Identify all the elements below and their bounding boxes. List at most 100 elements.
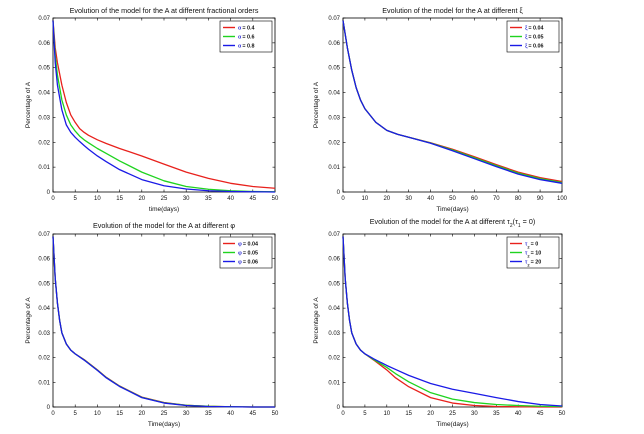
chart-title: Evolution of the model for the A at diff… [70, 6, 259, 15]
x-tick-label: 40 [515, 411, 522, 417]
y-tick-label: 0.06 [38, 257, 50, 263]
series-line-3 [342, 20, 563, 184]
x-axis-label: Time(days) [436, 421, 468, 428]
x-tick-label: 60 [471, 196, 478, 202]
x-tick-label: 0 [51, 196, 55, 202]
x-axis-label: time(days) [149, 206, 179, 213]
x-tick-label: 0 [51, 411, 55, 417]
chart-title: Evolution of the model for the A at diff… [382, 6, 523, 15]
y-tick-label: 0 [337, 405, 341, 411]
x-tick-label: 40 [427, 196, 434, 202]
y-tick-label: 0.02 [328, 356, 340, 362]
y-tick-label: 0.02 [38, 356, 50, 362]
x-tick-label: 15 [116, 411, 123, 417]
legend-entry-3: ξ= 0.06 [525, 44, 544, 50]
x-tick-label: 0 [341, 196, 345, 202]
x-tick-label: 30 [183, 411, 190, 417]
x-tick-label: 30 [471, 411, 478, 417]
x-tick-label: 25 [449, 411, 456, 417]
x-tick-label: 30 [405, 196, 412, 202]
x-axis-label: Time(days) [436, 206, 468, 213]
y-axis-label: Percentage of A [25, 81, 32, 128]
y-tick-label: 0.01 [38, 165, 50, 171]
x-tick-label: 15 [405, 411, 412, 417]
y-tick-label: 0.04 [38, 306, 50, 312]
x-tick-label: 90 [537, 196, 544, 202]
chart-panel-4: Evolution of the model for the A at diff… [313, 217, 566, 428]
x-tick-label: 40 [227, 411, 234, 417]
legend-entry-1: φ= 0.04 [238, 242, 258, 248]
y-tick-label: 0.03 [328, 331, 340, 337]
y-tick-label: 0.06 [328, 257, 340, 263]
y-tick-label: 0.02 [328, 140, 340, 146]
x-tick-label: 35 [493, 411, 500, 417]
x-tick-label: 50 [559, 411, 566, 417]
series-line-3 [52, 236, 275, 408]
x-tick-label: 25 [161, 411, 168, 417]
x-tick-label: 10 [94, 411, 101, 417]
y-tick-label: 0.01 [328, 165, 340, 171]
y-tick-label: 0.07 [328, 16, 340, 22]
y-tick-label: 0.02 [38, 140, 50, 146]
legend-entry-1: α= 0.4 [238, 26, 254, 32]
x-tick-label: 25 [161, 196, 168, 202]
x-tick-label: 45 [249, 411, 256, 417]
y-tick-label: 0.03 [38, 115, 50, 121]
x-tick-label: 20 [138, 411, 145, 417]
x-tick-label: 5 [74, 411, 78, 417]
x-tick-label: 5 [363, 411, 367, 417]
x-tick-label: 30 [183, 196, 190, 202]
x-tick-label: 10 [94, 196, 101, 202]
y-tick-label: 0.04 [328, 306, 340, 312]
chart-title: Evolution of the model for the A at diff… [370, 217, 536, 229]
legend-entry-1: τ2= 0 [525, 242, 538, 250]
chart-panel-2: Evolution of the model for the A at diff… [313, 6, 568, 213]
x-tick-label: 20 [138, 196, 145, 202]
y-axis-label: Percentage of A [25, 297, 32, 344]
legend: α= 0.4 α= 0.6 α= 0.8 [219, 20, 273, 53]
x-tick-label: 40 [227, 196, 234, 202]
series-line-1 [52, 20, 276, 189]
x-axis-label: Time(days) [148, 421, 180, 428]
y-axis-label: Percentage of A [313, 297, 320, 344]
legend-entry-2: τ2= 10 [525, 251, 541, 259]
series-line-2 [52, 20, 276, 193]
y-tick-label: 0.03 [328, 115, 340, 121]
series-line-3 [52, 20, 276, 193]
y-tick-label: 0.04 [328, 91, 340, 97]
x-tick-label: 15 [116, 196, 123, 202]
legend-entry-2: α= 0.6 [238, 35, 254, 41]
legend-entry-3: α= 0.8 [238, 44, 254, 50]
series-line-3 [342, 236, 563, 407]
legend: φ= 0.04 φ= 0.05 φ= 0.06 [219, 236, 273, 269]
x-tick-label: 20 [383, 196, 390, 202]
y-axis-label: Percentage of A [313, 81, 320, 128]
x-tick-label: 45 [537, 411, 544, 417]
legend-entry-2: ξ= 0.05 [525, 35, 544, 41]
x-tick-label: 100 [557, 196, 568, 202]
x-tick-label: 50 [449, 196, 456, 202]
chart-title: Evolution of the model for the A at diff… [93, 221, 235, 230]
legend-box [506, 20, 560, 53]
x-tick-label: 45 [249, 196, 256, 202]
y-tick-label: 0.07 [38, 232, 50, 238]
y-tick-label: 0.06 [38, 41, 50, 47]
x-tick-label: 50 [272, 411, 279, 417]
y-tick-label: 0.05 [38, 281, 50, 287]
legend: ξ= 0.04 ξ= 0.05 ξ= 0.06 [506, 20, 560, 53]
legend-entry-3: τ2= 20 [525, 260, 541, 268]
chart-panel-3: Evolution of the model for the A at diff… [25, 221, 279, 428]
y-tick-label: 0.07 [328, 232, 340, 238]
x-tick-label: 70 [493, 196, 500, 202]
legend-entry-3: φ= 0.06 [238, 260, 258, 266]
x-tick-label: 35 [205, 196, 212, 202]
x-tick-label: 10 [362, 196, 369, 202]
y-tick-label: 0.06 [328, 41, 340, 47]
y-tick-label: 0 [47, 190, 51, 196]
y-tick-label: 0.07 [38, 16, 50, 22]
x-tick-label: 10 [383, 411, 390, 417]
legend-entry-1: ξ= 0.04 [525, 26, 544, 32]
y-tick-label: 0 [337, 190, 341, 196]
y-tick-label: 0.05 [38, 66, 50, 72]
